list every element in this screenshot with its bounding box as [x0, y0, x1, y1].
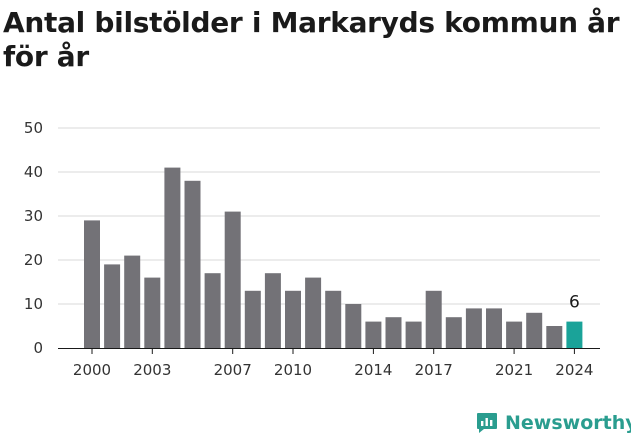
bar-2024 [566, 321, 583, 348]
bar-2009 [264, 273, 281, 348]
y-tick-label: 40 [24, 163, 43, 181]
y-axis: 0 10 20 30 40 50 [24, 119, 43, 357]
brand-logo[interactable]: Newsworthy [475, 407, 631, 439]
x-tick-label: 2014 [354, 361, 392, 379]
bars [84, 167, 583, 348]
brand-name: Newsworthy [505, 412, 631, 434]
x-tick-label: 2007 [214, 361, 252, 379]
y-tick-label: 20 [24, 251, 43, 269]
newsworthy-logo-icon [477, 413, 497, 433]
y-tick-label: 0 [33, 339, 43, 357]
x-tick-label: 2017 [415, 361, 453, 379]
chart-title: Antal bilstölder i Markaryds kommun år f… [3, 6, 620, 73]
bar-2016 [405, 321, 422, 348]
bar-2002 [124, 255, 141, 348]
bar-2017 [425, 290, 442, 348]
data-label: 6 [569, 293, 580, 313]
bar-2013 [345, 304, 362, 348]
data-labels: 6 [569, 293, 580, 313]
bar-2003 [144, 277, 161, 348]
x-tick-label: 2021 [495, 361, 533, 379]
y-tick-label: 10 [24, 295, 43, 313]
bar-2008 [244, 290, 261, 348]
bar-2023 [546, 326, 563, 348]
bar-2006 [204, 273, 221, 348]
bar-2001 [104, 264, 121, 348]
x-tick-label: 2000 [73, 361, 111, 379]
x-tick-label: 2024 [555, 361, 593, 379]
bar-2004 [164, 167, 181, 348]
x-axis: 2000 2003 2007 2010 2014 2017 2021 2024 [58, 348, 600, 379]
x-tick-label: 2010 [274, 361, 312, 379]
bar-2014 [365, 321, 382, 348]
bar-2015 [385, 317, 402, 348]
bar-2020 [486, 308, 502, 348]
bar-2007 [224, 211, 241, 348]
bar-2000 [84, 220, 100, 348]
bar-2005 [184, 180, 201, 348]
y-tick-label: 30 [24, 207, 43, 225]
bar-2011 [305, 277, 322, 348]
x-tick-label: 2003 [133, 361, 171, 379]
bar-2021 [506, 321, 523, 348]
bar-2018 [445, 317, 462, 348]
bar-2012 [325, 290, 342, 348]
bar-2019 [465, 308, 482, 348]
bar-chart: 0 10 20 30 40 50 2000 2003 2007 2010 2014 2017 2021… [24, 119, 600, 379]
bar-2010 [285, 290, 301, 348]
y-tick-label: 50 [24, 119, 43, 137]
bar-2022 [526, 312, 543, 348]
